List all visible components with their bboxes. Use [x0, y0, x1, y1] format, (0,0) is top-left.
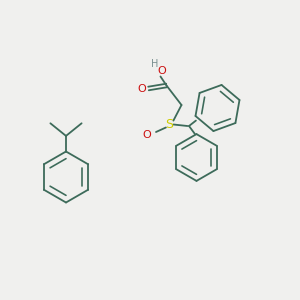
Text: O: O [137, 83, 146, 94]
Text: O: O [158, 65, 166, 76]
Text: S: S [166, 118, 173, 131]
Text: H: H [151, 58, 158, 69]
Text: O: O [142, 130, 152, 140]
